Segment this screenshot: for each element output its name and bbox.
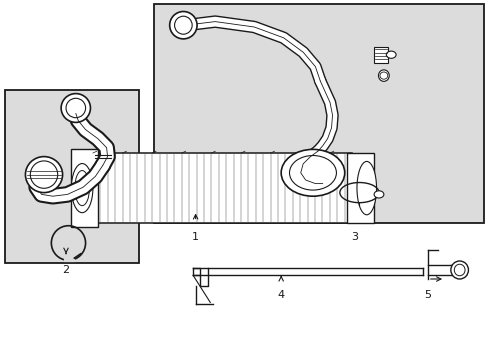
- Text: 1: 1: [192, 232, 199, 242]
- Bar: [346, 153, 373, 223]
- Ellipse shape: [450, 261, 468, 279]
- Text: 3: 3: [350, 232, 357, 242]
- Bar: [154, 4, 483, 223]
- Ellipse shape: [281, 149, 344, 196]
- Ellipse shape: [386, 51, 395, 58]
- Bar: [71, 149, 98, 227]
- Bar: [5, 90, 139, 263]
- Ellipse shape: [378, 70, 388, 81]
- Ellipse shape: [356, 161, 376, 215]
- Ellipse shape: [71, 163, 93, 213]
- Ellipse shape: [373, 191, 383, 198]
- Ellipse shape: [61, 94, 90, 122]
- Text: 4: 4: [277, 290, 284, 300]
- Ellipse shape: [25, 157, 62, 193]
- Bar: [93, 153, 351, 223]
- Bar: [373, 47, 387, 63]
- Text: 5: 5: [424, 290, 430, 300]
- Text: 2: 2: [62, 265, 69, 275]
- Ellipse shape: [169, 12, 197, 39]
